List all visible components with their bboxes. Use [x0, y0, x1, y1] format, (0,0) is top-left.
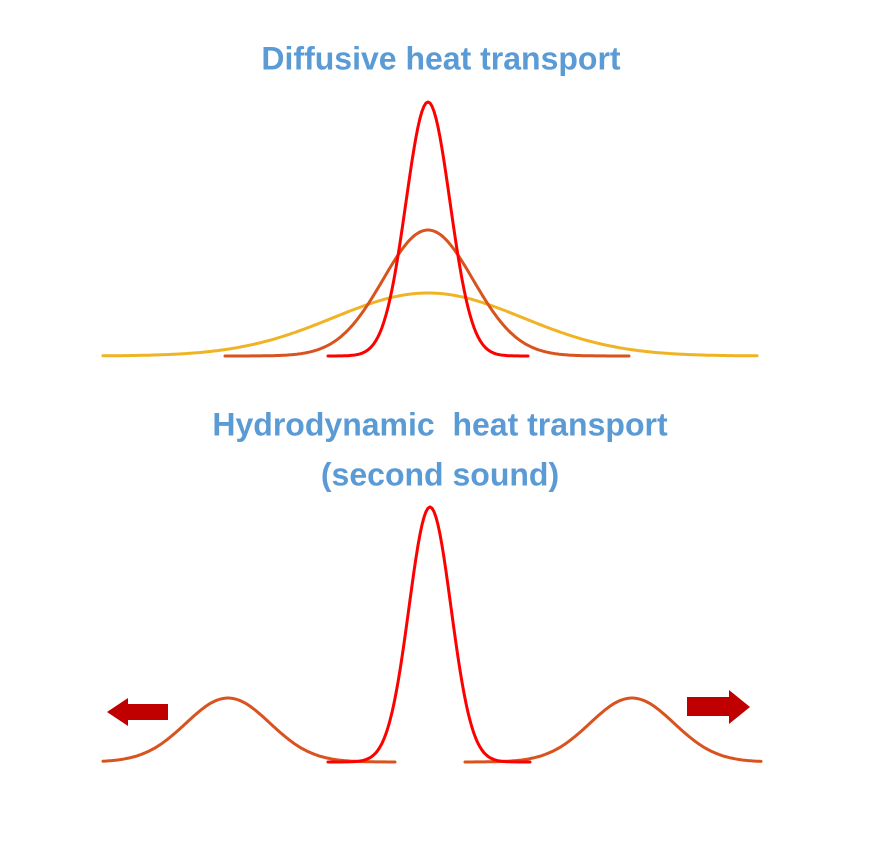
medium-curve	[223, 228, 631, 358]
hydrodynamic-title: Hydrodynamic heat transport	[212, 406, 668, 442]
left-arrow	[107, 698, 168, 726]
hydrodynamic-subtitle: (second sound)	[321, 456, 559, 492]
diffusive-title: Diffusive heat transport	[261, 40, 621, 76]
curves	[101, 100, 763, 764]
narrow-curve	[326, 100, 530, 358]
center-pulse	[326, 505, 532, 764]
wide-curve	[101, 291, 759, 358]
right-arrow	[687, 690, 750, 724]
